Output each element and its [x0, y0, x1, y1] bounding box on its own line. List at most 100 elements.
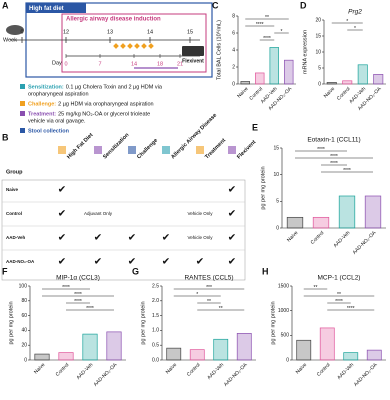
y-tick-label: 5	[276, 199, 279, 205]
significance-label: *	[281, 29, 283, 35]
significance-label: ****	[86, 306, 94, 312]
x-tick-label: Control	[310, 230, 326, 246]
check-mark: ✔	[196, 257, 204, 268]
y-axis-label: pg per mg protein	[270, 301, 276, 344]
day-number: 0	[64, 61, 67, 67]
legend-label: Stool collection	[28, 128, 70, 134]
bar	[82, 333, 98, 361]
y-tick-label: 0.0	[152, 357, 159, 363]
bar	[286, 216, 304, 229]
significance-label: ****	[347, 306, 355, 312]
chart-title: MIP-1α (CCL3)	[56, 275, 100, 282]
panel-letter: C	[212, 0, 219, 10]
check-mark: ✔	[128, 257, 136, 268]
y-axis-label: pg per mg protein	[140, 301, 146, 344]
column-header: Sensitization	[102, 132, 131, 161]
y-tick-label: 60	[21, 313, 27, 319]
y-tick-label: 0	[24, 357, 27, 363]
significance-label: *	[196, 292, 198, 298]
y-tick-label: 8	[232, 13, 235, 19]
bar	[34, 353, 50, 361]
chart-title: Prg2	[348, 9, 362, 16]
x-tick-label: AAD-NO₂-OA	[353, 362, 379, 388]
y-tick-label: 0	[286, 357, 289, 363]
y-tick-label: 100	[19, 283, 28, 289]
significance-label: **	[314, 285, 318, 291]
check-mark: ✔	[162, 233, 170, 244]
bar	[236, 333, 252, 361]
check-mark: ✔	[94, 233, 102, 244]
column-header: High Fat Diet	[66, 132, 94, 160]
x-tick-label: Naive	[286, 230, 299, 243]
significance-label: ***	[206, 285, 212, 291]
y-axis-label: pg per mg protein	[8, 301, 14, 344]
significance-label: *	[346, 19, 348, 25]
legend-text: 0.1 µg Cholera Toxin and 2 µg HDM via	[66, 84, 163, 90]
bar	[189, 349, 205, 361]
bar	[213, 338, 229, 361]
check-mark: ✔	[228, 185, 236, 196]
panel-letter: F	[2, 266, 8, 276]
x-tick-label: AAD-NO₂-OA	[352, 230, 378, 256]
week-number: 15	[187, 29, 193, 35]
y-tick-label: 1000	[278, 308, 289, 314]
y-tick-label: 15	[273, 145, 279, 151]
flexivent-label: Flexivent	[182, 58, 204, 64]
significance-label: ****	[343, 168, 351, 174]
legend-text: oropharyngeal aspiration	[28, 91, 89, 97]
significance-label: ****	[74, 299, 82, 305]
bar	[357, 64, 368, 85]
check-mark: ✔	[128, 233, 136, 244]
y-tick-label: 0	[232, 81, 235, 87]
row-header: Control	[6, 211, 22, 216]
x-tick-label: AAD-Veh	[333, 230, 352, 249]
mouse-icon	[6, 25, 24, 35]
day-number: 21	[177, 61, 183, 67]
column-icon	[196, 146, 204, 154]
y-tick-label: 20	[21, 343, 27, 349]
y-tick-label: 4	[232, 47, 235, 53]
bar	[296, 339, 312, 361]
y-tick-label: 10	[273, 172, 279, 178]
day-number: 14	[131, 61, 137, 67]
y-tick-label: 5	[318, 65, 321, 71]
x-tick-label: Naive	[323, 86, 336, 99]
column-icon	[94, 146, 102, 154]
legend-label: Sensitization:	[28, 84, 64, 90]
check-mark: ✔	[228, 233, 236, 244]
significance-label: ****	[74, 292, 82, 298]
legend-icon	[20, 101, 25, 106]
y-axis-label: mRNA expression	[302, 30, 308, 74]
x-tick-label: Naive	[33, 362, 46, 375]
y-tick-label: 20	[315, 17, 321, 23]
bar	[343, 352, 359, 361]
x-tick-label: AAD-NO₂-OA	[93, 362, 119, 388]
row-header: Naive	[6, 187, 19, 192]
significance-label: ****	[335, 299, 343, 305]
x-tick-label: AAD-NO₂-OA	[223, 362, 249, 388]
week-number: 13	[107, 29, 113, 35]
cell-text: Adjuvant Only	[84, 211, 113, 216]
day-number: 18	[157, 61, 163, 67]
legend-icon	[20, 84, 25, 89]
aad-label: Allergic airway disease induction	[66, 17, 161, 23]
significance-label: **	[219, 306, 223, 312]
flexivent-icon	[182, 46, 204, 56]
bar	[342, 80, 353, 85]
y-tick-label: 10	[315, 49, 321, 55]
chart-title: RANTES (CCL5)	[184, 275, 233, 282]
week-number: 0	[20, 29, 23, 35]
significance-label: ****	[62, 285, 70, 291]
significance-label: *	[354, 26, 356, 32]
bar	[166, 347, 182, 361]
x-tick-label: Control	[55, 362, 71, 378]
y-tick-label: 0	[276, 225, 279, 231]
hfd-label: High fat diet	[29, 6, 64, 12]
bar	[284, 59, 294, 85]
column-header: Treatment	[204, 137, 227, 160]
day-label: Day	[52, 60, 62, 66]
check-mark: ✔	[228, 257, 236, 268]
significance-label: ****	[330, 154, 338, 160]
legend-label: Treatment:	[28, 111, 56, 117]
